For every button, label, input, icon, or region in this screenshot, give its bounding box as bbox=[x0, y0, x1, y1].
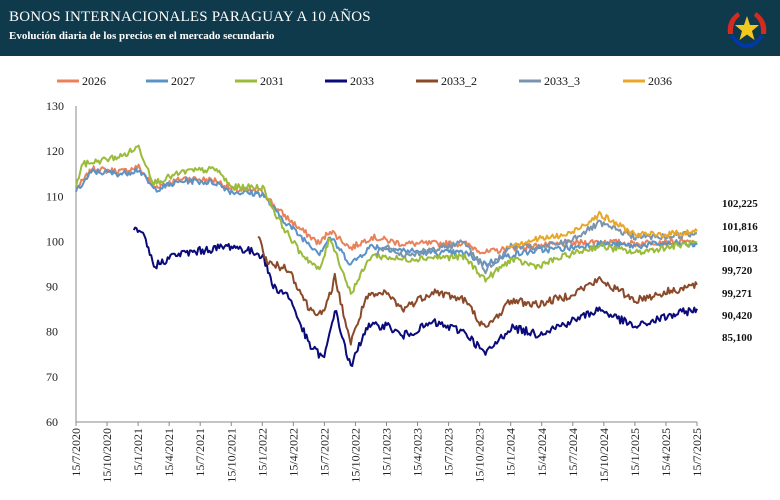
end-value-label: 100,013 bbox=[722, 243, 758, 255]
series-line-2036 bbox=[505, 210, 698, 249]
x-tick-label: 15/1/2025 bbox=[628, 428, 642, 477]
end-value-label: 90,420 bbox=[722, 310, 753, 322]
y-tick-label: 110 bbox=[46, 189, 64, 203]
end-value-label: 99,271 bbox=[722, 288, 752, 300]
x-tick-label: 15/7/2024 bbox=[566, 428, 580, 477]
x-tick-label: 15/1/2021 bbox=[131, 428, 145, 477]
y-axis: 60 70 80 90 100 110 120 130 bbox=[46, 99, 77, 429]
x-tick-label: 15/7/2023 bbox=[442, 428, 456, 477]
x-tick-label: 15/4/2025 bbox=[659, 428, 673, 477]
series-line-2033_3 bbox=[375, 219, 698, 275]
end-value-label: 101,816 bbox=[722, 221, 758, 233]
x-axis: 15/7/2020 15/10/2020 15/1/2021 15/4/2021 15/… bbox=[69, 421, 704, 483]
legend-label-2031: 2031 bbox=[260, 74, 284, 88]
x-tick-label: 15/7/2020 bbox=[69, 428, 83, 477]
legend-label-2027: 2027 bbox=[171, 74, 195, 88]
y-tick-label: 100 bbox=[46, 234, 64, 248]
x-tick-label: 15/10/2021 bbox=[224, 428, 238, 483]
x-tick-label: 15/1/2023 bbox=[380, 428, 394, 477]
x-tick-label: 15/4/2022 bbox=[286, 428, 300, 477]
x-tick-label: 15/1/2022 bbox=[255, 428, 269, 477]
y-tick-label: 80 bbox=[46, 325, 58, 339]
x-tick-label: 15/10/2020 bbox=[100, 428, 114, 483]
series-line-2031 bbox=[75, 144, 698, 295]
plot-area bbox=[75, 144, 698, 367]
chart-title: BONOS INTERNACIONALES PARAGUAY A 10 AÑOS bbox=[9, 9, 371, 25]
series-line-2033_2 bbox=[257, 235, 698, 346]
series-line-2027 bbox=[75, 167, 698, 267]
legend-label-2033: 2033 bbox=[350, 74, 374, 88]
x-tick-label: 15/10/2024 bbox=[597, 428, 611, 483]
legend-label-2036: 2036 bbox=[648, 74, 672, 88]
x-tick-label: 15/4/2023 bbox=[411, 428, 425, 477]
end-value-label: 85,100 bbox=[722, 332, 753, 344]
x-tick-label: 15/10/2023 bbox=[473, 428, 487, 483]
y-tick-label: 90 bbox=[46, 280, 58, 294]
end-value-label: 102,225 bbox=[722, 198, 758, 210]
y-tick-label: 60 bbox=[46, 415, 58, 429]
price-chart: 2026 2027 2031 2033 2033_2 2033_3 2036 60 70 80 9… bbox=[46, 74, 758, 483]
chart-subtitle: Evolución diaria de los precios en el me… bbox=[9, 30, 275, 42]
x-tick-label: 15/7/2021 bbox=[193, 428, 207, 477]
x-tick-label: 15/1/2024 bbox=[504, 428, 518, 477]
x-tick-label: 15/4/2021 bbox=[162, 428, 176, 477]
legend-label-2033_2: 2033_2 bbox=[441, 74, 477, 88]
legend-label-2033_3: 2033_3 bbox=[544, 74, 580, 88]
x-tick-label: 15/7/2022 bbox=[317, 428, 331, 477]
series-line-2026 bbox=[75, 163, 698, 255]
series-line-2033 bbox=[132, 226, 698, 367]
y-tick-label: 70 bbox=[46, 370, 58, 384]
legend-label-2026: 2026 bbox=[82, 74, 106, 88]
x-tick-label: 15/4/2024 bbox=[535, 428, 549, 477]
chart-legend: 2026 2027 2031 2033 2033_2 2033_3 2036 bbox=[57, 74, 672, 88]
y-tick-label: 120 bbox=[46, 144, 64, 158]
end-value-labels: 102,225 101,816 100,013 99,720 99,271 90,420 8… bbox=[722, 198, 758, 344]
paraguay-emblem-icon bbox=[727, 12, 767, 48]
x-tick-label: 15/7/2025 bbox=[690, 428, 704, 477]
x-tick-label: 15/10/2022 bbox=[348, 428, 362, 483]
chart-header: BONOS INTERNACIONALES PARAGUAY A 10 AÑOS… bbox=[0, 0, 780, 56]
y-tick-label: 130 bbox=[46, 99, 64, 113]
end-value-label: 99,720 bbox=[722, 265, 753, 277]
